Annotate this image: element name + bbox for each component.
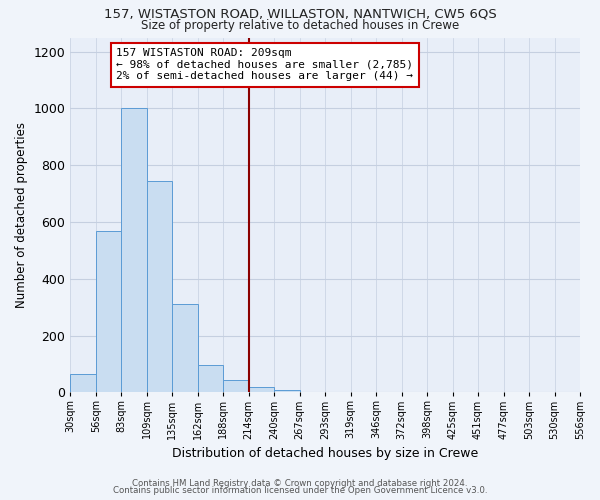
Text: Contains HM Land Registry data © Crown copyright and database right 2024.: Contains HM Land Registry data © Crown c…	[132, 478, 468, 488]
Bar	[70, 374, 96, 392]
Bar	[248, 386, 274, 392]
Bar	[223, 380, 248, 392]
Text: Contains public sector information licensed under the Open Government Licence v3: Contains public sector information licen…	[113, 486, 487, 495]
Text: 157, WISTASTON ROAD, WILLASTON, NANTWICH, CW5 6QS: 157, WISTASTON ROAD, WILLASTON, NANTWICH…	[104, 8, 496, 20]
Bar	[274, 390, 299, 392]
Bar	[198, 366, 223, 392]
Y-axis label: Number of detached properties: Number of detached properties	[15, 122, 28, 308]
Bar	[172, 304, 198, 392]
Bar	[121, 108, 147, 393]
X-axis label: Distribution of detached houses by size in Crewe: Distribution of detached houses by size …	[172, 447, 478, 460]
Bar	[96, 230, 121, 392]
Text: Size of property relative to detached houses in Crewe: Size of property relative to detached ho…	[141, 19, 459, 32]
Text: 157 WISTASTON ROAD: 209sqm
← 98% of detached houses are smaller (2,785)
2% of se: 157 WISTASTON ROAD: 209sqm ← 98% of deta…	[116, 48, 413, 82]
Bar	[147, 181, 172, 392]
